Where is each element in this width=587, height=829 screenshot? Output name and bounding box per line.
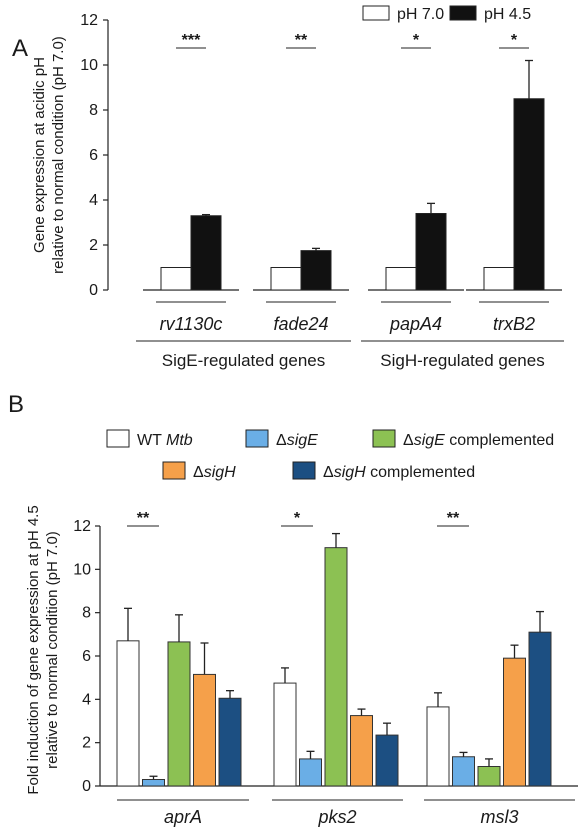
a-significance-stars: ** bbox=[295, 32, 308, 49]
a-group-label: SigH-regulated genes bbox=[380, 351, 544, 370]
a-significance-stars: * bbox=[511, 32, 518, 49]
a-group-label: SigE-regulated genes bbox=[162, 351, 326, 370]
b-y-tick-label: 4 bbox=[82, 691, 91, 708]
a-significance-stars: *** bbox=[182, 32, 201, 49]
b-legend-label: ΔsigH complemented bbox=[323, 464, 475, 481]
b-bar-series-1 bbox=[426, 706, 450, 787]
b-y-tick-label: 12 bbox=[73, 518, 91, 535]
b-legend-label: ΔsigE complemented bbox=[403, 432, 554, 449]
b-legend-label-part: complemented bbox=[366, 464, 475, 481]
a-bar-ph45 bbox=[300, 250, 332, 291]
b-legend-label-part: Δ bbox=[276, 432, 287, 449]
b-y-tick-label: 10 bbox=[73, 561, 91, 578]
b-legend-label-part: Δ bbox=[323, 464, 334, 481]
b-bar-series-2 bbox=[299, 758, 322, 787]
b-legend-label: WT Mtb bbox=[137, 432, 193, 449]
b-legend-swatch bbox=[372, 429, 396, 448]
a-y-axis-title-line: relative to normal condition (pH 7.0) bbox=[50, 36, 67, 274]
b-legend-label-part: Mtb bbox=[166, 432, 193, 449]
b-bar-series-2 bbox=[142, 779, 165, 787]
b-legend-swatch bbox=[162, 461, 186, 480]
b-significance-stars: * bbox=[294, 510, 301, 527]
b-significance-stars: ** bbox=[447, 510, 460, 527]
b-legend-label: ΔsigH bbox=[193, 464, 236, 481]
a-category-label: papA4 bbox=[389, 314, 442, 334]
b-y-axis-title-line: Fold induction of gene expression at pH … bbox=[25, 505, 42, 794]
a-y-tick-label: 2 bbox=[89, 237, 98, 254]
b-bar-series-5 bbox=[375, 734, 399, 787]
b-legend-label: ΔsigE bbox=[276, 432, 318, 449]
a-y-tick-label: 10 bbox=[80, 57, 98, 74]
a-bar-ph45 bbox=[513, 98, 545, 291]
a-bar-ph7 bbox=[483, 267, 515, 291]
b-legend-label-part: sigE bbox=[414, 432, 445, 449]
a-category-label: fade24 bbox=[273, 314, 328, 334]
b-bar-series-4 bbox=[503, 657, 526, 787]
a-y-axis-title: Gene expression at acidic pH relative to … bbox=[31, 36, 67, 274]
b-legend-swatch bbox=[106, 429, 130, 448]
a-y-tick-label: 6 bbox=[89, 147, 98, 164]
b-y-tick-label: 0 bbox=[82, 778, 91, 795]
panel-label-b: B bbox=[8, 391, 24, 418]
b-y-tick-label: 2 bbox=[82, 735, 91, 752]
b-y-tick-label: 6 bbox=[82, 648, 91, 665]
b-bar-series-1 bbox=[273, 682, 297, 787]
b-legend-label-part: sigH bbox=[334, 464, 366, 481]
b-category-label: pks2 bbox=[317, 807, 356, 827]
b-legend-label-part: WT bbox=[137, 432, 166, 449]
b-legend-label-part: sigE bbox=[287, 432, 318, 449]
b-y-axis-title-line: relative to normal condition (pH 7.0) bbox=[44, 531, 61, 769]
a-y-tick-label: 8 bbox=[89, 102, 98, 119]
b-legend-label-part: sigH bbox=[204, 464, 236, 481]
b-legend-swatch bbox=[292, 461, 316, 480]
b-category-label: msl3 bbox=[480, 807, 518, 827]
b-legend-swatch bbox=[245, 429, 269, 448]
a-legend-label: pH 7.0 bbox=[397, 6, 444, 23]
b-category-label: aprA bbox=[164, 807, 202, 827]
b-bar-series-3 bbox=[324, 547, 348, 787]
panel-label-a: A bbox=[12, 35, 28, 62]
a-significance-stars: * bbox=[413, 32, 420, 49]
b-bar-series-5 bbox=[218, 697, 242, 787]
b-legend-label-part: Δ bbox=[403, 432, 414, 449]
b-bar-series-3 bbox=[167, 641, 191, 787]
a-y-axis-title-line: Gene expression at acidic pH bbox=[31, 57, 48, 253]
a-y-tick-label: 0 bbox=[89, 282, 98, 299]
a-legend-swatch bbox=[362, 5, 390, 21]
b-bar-series-5 bbox=[528, 631, 552, 787]
a-y-tick-label: 12 bbox=[80, 12, 98, 29]
a-y-tick-label: 4 bbox=[89, 192, 98, 209]
b-legend-label-part: complemented bbox=[445, 432, 554, 449]
b-bar-series-1 bbox=[116, 640, 140, 787]
a-bar-ph45 bbox=[190, 215, 222, 291]
a-category-label: trxB2 bbox=[493, 314, 535, 334]
b-y-tick-label: 8 bbox=[82, 605, 91, 622]
a-legend-swatch bbox=[449, 5, 477, 21]
a-bar-ph7 bbox=[160, 267, 192, 291]
b-bar-series-3 bbox=[477, 766, 501, 787]
a-bar-ph7 bbox=[270, 267, 302, 291]
a-legend-label: pH 4.5 bbox=[484, 6, 531, 23]
b-bar-series-4 bbox=[193, 673, 216, 787]
a-bar-ph45 bbox=[415, 213, 447, 291]
b-y-axis-title: Fold induction of gene expression at pH … bbox=[25, 505, 61, 794]
a-category-label: rv1130c bbox=[160, 314, 223, 334]
b-legend-label-part: Δ bbox=[193, 464, 204, 481]
b-bar-series-2 bbox=[452, 756, 475, 787]
a-bar-ph7 bbox=[385, 267, 417, 291]
b-significance-stars: ** bbox=[137, 510, 150, 527]
b-bar-series-4 bbox=[350, 715, 373, 787]
